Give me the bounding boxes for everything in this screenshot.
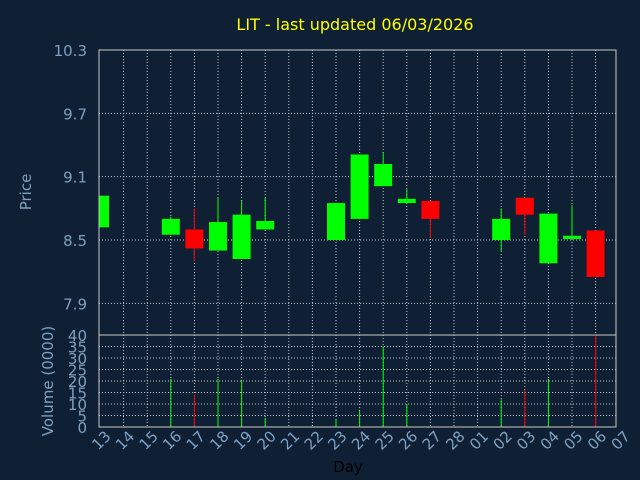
- price-tick-labels: 10.3 9.7 9.1 8.5 7.9: [54, 42, 87, 313]
- price-tick-label: 8.5: [63, 232, 87, 250]
- day-tick-labels: 1314151617181920212223242526272801020304…: [88, 427, 633, 453]
- price-tick-label: 9.7: [63, 105, 87, 123]
- day-tick-label: 13: [88, 427, 114, 453]
- candle-body: [374, 164, 393, 187]
- candle-body: [185, 229, 204, 249]
- candle-body: [397, 198, 416, 204]
- candle-body: [99, 195, 109, 228]
- day-tick-label: 22: [301, 427, 327, 453]
- candle-body: [232, 214, 251, 259]
- day-axis-label: Day: [333, 458, 363, 476]
- candle-body: [256, 221, 275, 230]
- volume-tick-label: 5: [77, 408, 87, 426]
- volume-tick-label: 10: [68, 396, 87, 414]
- volume-tick-label: 30: [68, 350, 87, 368]
- candle-body: [515, 197, 534, 215]
- day-tick-label: 18: [206, 427, 232, 453]
- day-tick-label: 26: [395, 427, 421, 453]
- day-tick-label: 20: [254, 427, 280, 453]
- volume-tick-label: 20: [68, 373, 87, 391]
- day-tick-label: 01: [466, 427, 492, 453]
- day-tick-label: 24: [348, 427, 374, 453]
- day-tick-label: 25: [372, 427, 398, 453]
- price-axis-label: Price: [17, 174, 35, 211]
- volume-grid: [99, 334, 616, 428]
- volume-tick-label: 25: [68, 362, 87, 380]
- volume-tick-label: 40: [68, 327, 87, 345]
- candle-body: [421, 200, 440, 219]
- volume-tick-label: 35: [68, 339, 87, 357]
- candle-body: [563, 235, 581, 239]
- day-tick-label: 19: [230, 427, 256, 453]
- day-tick-label: 06: [584, 427, 610, 453]
- candle-body: [350, 154, 369, 219]
- candle-body: [539, 213, 558, 264]
- day-tick-label: 16: [159, 427, 185, 453]
- volume-tick-label: 15: [68, 385, 87, 403]
- volume-axis-label: Volume (0000): [39, 326, 57, 436]
- candles: [99, 152, 605, 277]
- day-tick-label: 05: [560, 427, 586, 453]
- price-tick-label: 9.1: [63, 169, 87, 187]
- candle-body: [327, 203, 345, 240]
- price-tick-label: 7.9: [63, 295, 87, 313]
- day-tick-label: 23: [324, 427, 350, 453]
- day-tick-label: 07: [608, 427, 634, 453]
- chart-title: LIT - last updated 06/03/2026: [236, 15, 473, 34]
- volume-tick-label: 0: [77, 419, 87, 437]
- day-tick-label: 27: [419, 427, 445, 453]
- day-tick-label: 04: [537, 427, 563, 453]
- day-tick-label: 17: [183, 427, 209, 453]
- candle-body: [209, 222, 227, 251]
- day-tick-label: 21: [277, 427, 303, 453]
- day-tick-label: 15: [136, 427, 162, 453]
- candle-body: [492, 218, 511, 240]
- volume-plot-frame: [98, 334, 617, 428]
- price-tick-label: 10.3: [54, 42, 87, 60]
- candle-body: [586, 230, 605, 277]
- day-tick-label: 14: [112, 427, 138, 453]
- day-tick-label: 28: [442, 427, 468, 453]
- candle-body: [161, 218, 180, 235]
- volume-bars: [170, 335, 597, 427]
- day-tick-label: 02: [490, 427, 516, 453]
- day-tick-label: 03: [513, 427, 539, 453]
